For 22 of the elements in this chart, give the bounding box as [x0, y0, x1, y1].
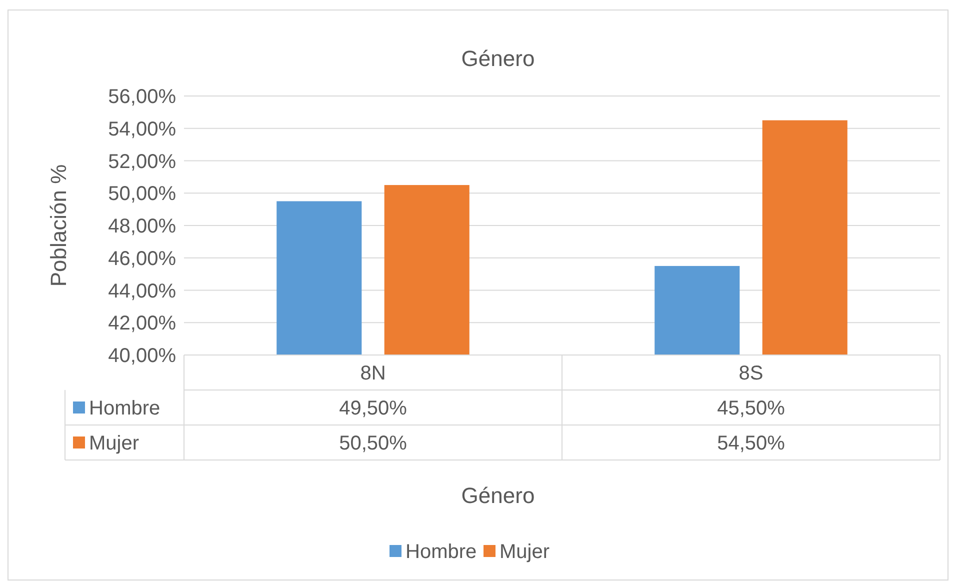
- x-tick-label: 8S: [738, 362, 764, 384]
- text: Mujer: [89, 432, 140, 454]
- y-tick-label: 56,00%: [108, 86, 176, 108]
- text: Hombre: [406, 541, 477, 563]
- legend-label: Hombre: [89, 398, 160, 420]
- y-tick-label: 42,00%: [108, 312, 176, 335]
- y-axis-title: Población %: [46, 164, 71, 287]
- y-tick-label: 40,00%: [108, 345, 176, 367]
- data-label: 45,50%: [717, 398, 786, 420]
- y-tick-label: 50,00%: [108, 183, 176, 206]
- data-label: 54,50%: [717, 432, 786, 454]
- legend-label: Mujer: [500, 541, 550, 563]
- y-tick-label: 48,00%: [108, 216, 176, 238]
- x-axis-title: Género: [461, 483, 535, 508]
- data-label: 50,50%: [339, 432, 408, 454]
- y-tick-label: 52,00%: [108, 150, 176, 173]
- y-tick-label: 46,00%: [108, 248, 176, 270]
- chart-title: Género: [461, 46, 535, 71]
- y-tick-label: 54,00%: [108, 118, 176, 140]
- data-label: 49,50%: [339, 398, 408, 420]
- x-tick-label: 8N: [360, 362, 386, 384]
- y-tick-label: 44,00%: [108, 280, 176, 302]
